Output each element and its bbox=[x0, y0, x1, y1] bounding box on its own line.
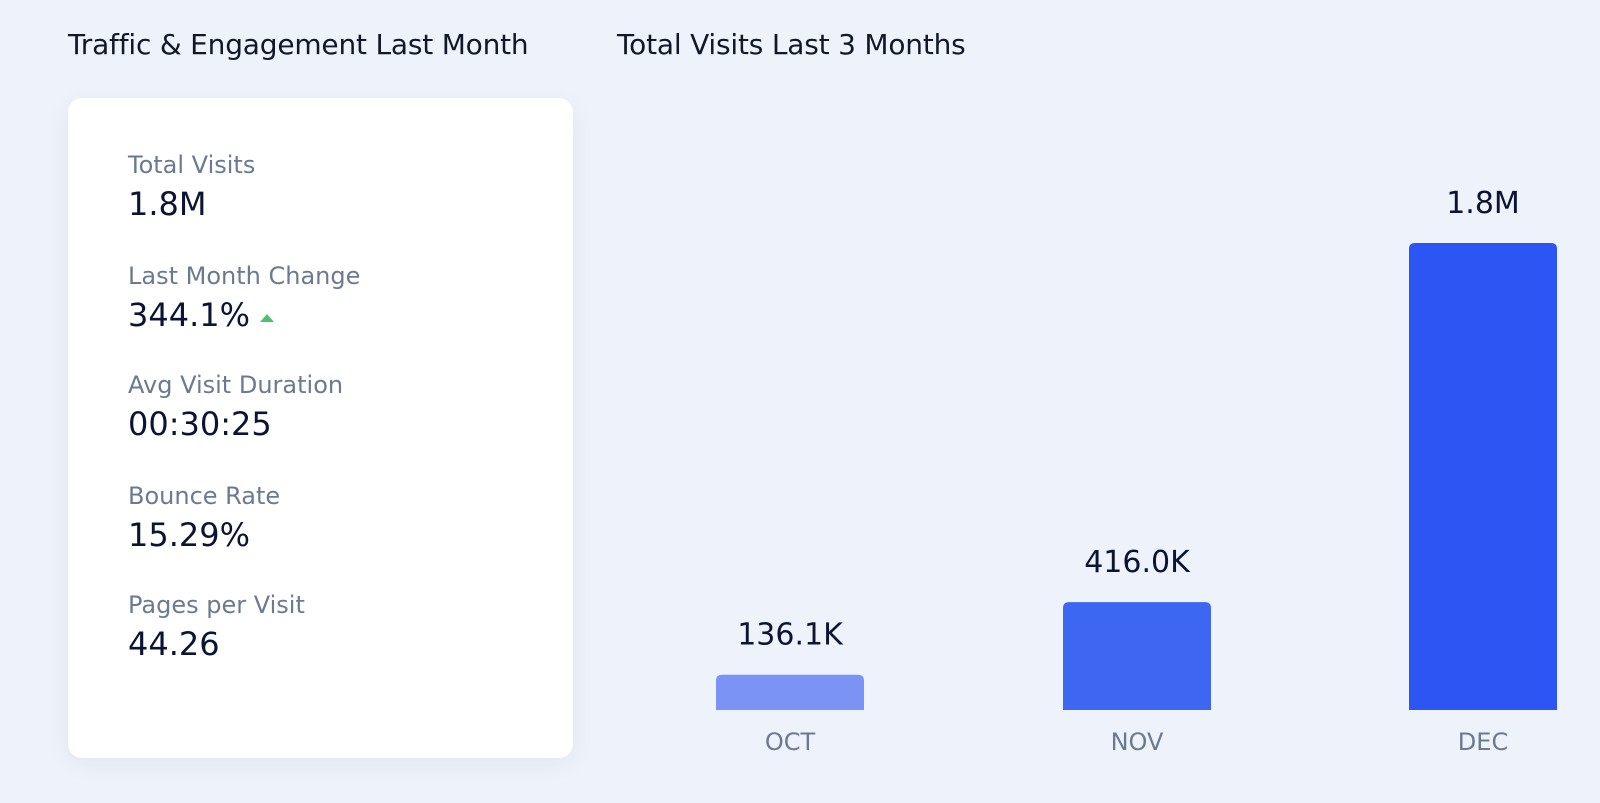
last-month-change-value: 344.1% bbox=[128, 296, 251, 334]
bar-value-label: 136.1K bbox=[737, 618, 844, 653]
traffic-engagement-title: Traffic & Engagement Last Month bbox=[68, 28, 529, 61]
bar-oct bbox=[716, 674, 864, 710]
stat-last-month-change: Last Month Change 344.1% bbox=[128, 261, 360, 335]
x-tick-label: NOV bbox=[1111, 728, 1164, 756]
stat-label: Bounce Rate bbox=[128, 482, 281, 510]
stat-pages-per-visit: Pages per Visit 44.26 bbox=[128, 590, 305, 664]
stat-avg-visit-duration: Avg Visit Duration 00:30:25 bbox=[128, 370, 343, 444]
stat-label: Last Month Change bbox=[128, 262, 361, 290]
pages-per-visit-value: 44.26 bbox=[128, 625, 220, 663]
x-tick-label: OCT bbox=[765, 728, 816, 756]
stat-value: 1.8M bbox=[128, 184, 255, 224]
bar-dec bbox=[1409, 243, 1557, 710]
bar-nov bbox=[1063, 602, 1211, 710]
total-visits-value: 1.8M bbox=[128, 185, 207, 223]
bounce-rate-value: 15.29% bbox=[128, 516, 251, 554]
stat-value: 344.1% bbox=[128, 295, 360, 335]
stat-value: 15.29% bbox=[128, 515, 280, 555]
stat-value: 44.26 bbox=[128, 624, 305, 664]
engagement-stats-card: Total Visits 1.8M Last Month Change 344.… bbox=[68, 98, 573, 758]
stat-value: 00:30:25 bbox=[128, 404, 343, 444]
x-tick-label: DEC bbox=[1458, 728, 1508, 756]
stat-label: Total Visits bbox=[128, 151, 256, 179]
bar-value-label: 416.0K bbox=[1084, 545, 1191, 580]
trend-up-icon bbox=[260, 314, 275, 322]
stat-bounce-rate: Bounce Rate 15.29% bbox=[128, 481, 280, 555]
stat-total-visits: Total Visits 1.8M bbox=[128, 150, 255, 224]
bar-value-label: 1.8M bbox=[1446, 186, 1520, 221]
stat-label: Pages per Visit bbox=[128, 591, 305, 619]
avg-visit-duration-value: 00:30:25 bbox=[128, 405, 272, 443]
stat-label: Avg Visit Duration bbox=[128, 371, 344, 399]
total-visits-chart-title: Total Visits Last 3 Months bbox=[617, 28, 966, 61]
